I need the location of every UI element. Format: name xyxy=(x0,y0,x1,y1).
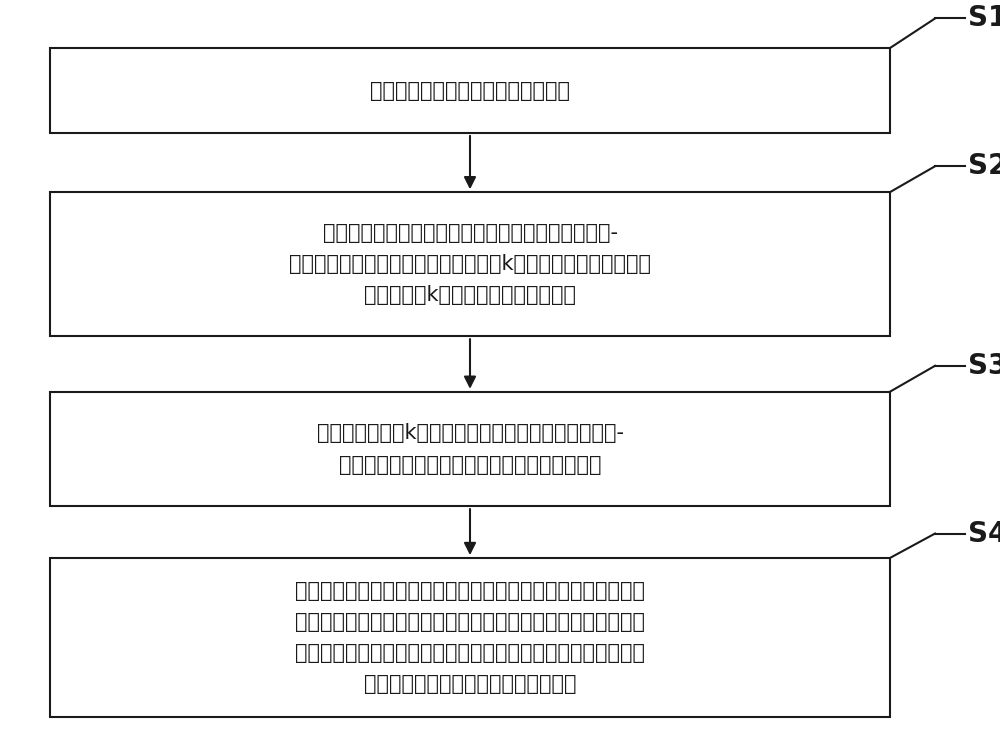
Text: S1: S1 xyxy=(968,4,1000,33)
Bar xyxy=(50,392,890,506)
Text: S4: S4 xyxy=(968,520,1000,548)
Bar xyxy=(50,48,890,133)
Bar xyxy=(50,192,890,336)
Text: S2: S2 xyxy=(968,152,1000,180)
Text: 对所述平面近场测试数据进行探头方向图校正的近场-
平面波谱变换，得到进行探头校正后的k空间的平面波谱分量，获
得校正后的k空间的平面波谱方向图；: 对所述平面近场测试数据进行探头方向图校正的近场- 平面波谱变换，得到进行探头校正… xyxy=(289,223,651,305)
Text: S3: S3 xyxy=(968,352,1000,380)
Text: 对所述校正后的k空间的平面波谱方向图进行平面波谱-
口径场逆变换，获得反演后的口径幅相场分布图: 对所述校正后的k空间的平面波谱方向图进行平面波谱- 口径场逆变换，获得反演后的口… xyxy=(316,423,624,474)
Text: 测量所述天线阵的每个辐射单元的实际物理位置，将每个辐射单
元的实际物理位置与所述反演后的口径幅相场分布图中的位置进
行比对，从而得出天线阵各辐射单元的幅相分布，: 测量所述天线阵的每个辐射单元的实际物理位置，将每个辐射单 元的实际物理位置与所述… xyxy=(295,581,645,694)
Text: 获取所述天线阵的平面近场测试数据: 获取所述天线阵的平面近场测试数据 xyxy=(370,81,570,101)
Bar xyxy=(50,558,890,717)
